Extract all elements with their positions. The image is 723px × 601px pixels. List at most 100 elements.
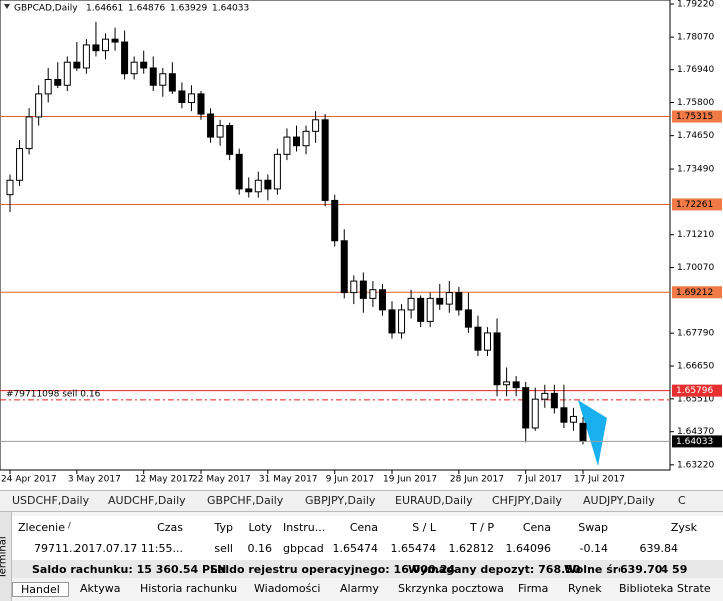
candle-body	[321, 119, 329, 201]
x-tick-label: 17 Jul 2017	[574, 475, 625, 485]
candle-body	[398, 309, 406, 334]
candle-body	[44, 78, 52, 95]
candle-body	[283, 136, 291, 155]
terminal-tab[interactable]: Strate	[677, 582, 711, 595]
terminal-tab[interactable]: Biblioteka	[619, 582, 674, 595]
candle-body	[522, 387, 530, 429]
cell: 1.65474	[390, 542, 437, 555]
cell: 639.84	[639, 542, 679, 555]
x-tick-label: 24 Apr 2017	[1, 475, 57, 485]
terminal-tab[interactable]: Alarmy	[340, 582, 379, 595]
candle-body	[350, 280, 358, 294]
terminal-tab[interactable]: Aktywa	[80, 582, 121, 595]
price-label-box	[672, 384, 722, 397]
candle-body	[560, 407, 568, 423]
candle-body	[226, 125, 234, 155]
y-tick-label: 1.64370	[677, 427, 714, 437]
candle-body	[254, 179, 262, 193]
x-tick-label: 12 May 2017	[135, 475, 194, 485]
y-tick-label: 1.70070	[677, 263, 714, 273]
candle-body	[82, 44, 90, 69]
terminal-tab[interactable]: Handel	[12, 582, 69, 597]
y-tick-label: 1.75800	[677, 98, 714, 108]
symbol-tab[interactable]: CHFJPY,Daily	[492, 494, 562, 507]
y-tick-label: 1.79220	[677, 0, 714, 10]
symbol-tab[interactable]: AUDCHF,Daily	[108, 494, 186, 507]
candle-body	[550, 392, 558, 409]
candle-body	[378, 289, 386, 311]
candle-body	[331, 199, 339, 242]
symbol-tab[interactable]: USDCHF,Daily	[12, 494, 90, 507]
arrow-object	[578, 400, 607, 466]
y-tick-label: 1.78070	[677, 33, 714, 43]
ohlc-value: 1.64876	[128, 4, 165, 14]
terminal-label: Terminal	[0, 536, 9, 579]
x-tick-label: 3 May 2017	[68, 475, 121, 485]
ohlc-value: 1.64033	[212, 4, 249, 14]
cell: 1.62812	[448, 542, 495, 555]
x-tick-label: 22 May 2017	[192, 475, 251, 485]
terminal-tab[interactable]: Rynek	[568, 582, 602, 595]
chart: GBPCAD,Daily 1.64661 1.64876 1.63929 1.6403…	[0, 0, 722, 485]
terminal-tab[interactable]: Historia rachunku	[140, 582, 238, 595]
y-tick-label: 1.66650	[677, 362, 714, 372]
candle-body	[293, 136, 300, 147]
candle-body	[436, 297, 444, 305]
candle-body	[388, 309, 396, 334]
column-header: Cena	[349, 521, 378, 534]
candle-body	[187, 93, 195, 104]
symbol-tab[interactable]: AUDJPY,Daily	[583, 494, 655, 507]
cell: 79711...	[34, 542, 80, 555]
cell: -0.14	[579, 542, 608, 555]
candle-body	[407, 297, 415, 311]
candle-body	[484, 332, 491, 351]
candle-body	[464, 309, 472, 328]
balance-item: Saldo rachunku: 15 360.54 PLN	[32, 563, 227, 576]
column-header: /	[68, 521, 71, 530]
candle-body	[207, 113, 215, 138]
candle-body	[140, 61, 148, 69]
terminal: Terminal	[0, 512, 723, 601]
ohlc-header: 1.64661 1.64876 1.63929 1.64033	[86, 4, 249, 14]
price-label-box	[672, 286, 722, 299]
terminal-strip	[0, 512, 12, 601]
cell: 0.16	[247, 542, 273, 555]
candle-body	[16, 148, 24, 181]
candle-body	[531, 398, 539, 429]
y-tick-label: 1.76940	[677, 65, 714, 75]
price-label-box	[672, 435, 722, 448]
candle-body	[111, 38, 119, 43]
candle-body	[197, 93, 205, 115]
x-tick-label: 9 Jun 2017	[326, 475, 374, 485]
terminal-tab[interactable]: Wiadomości	[254, 582, 321, 595]
terminal-tab[interactable]: Firma	[518, 582, 549, 595]
candle-body	[474, 326, 482, 351]
candle-body	[102, 38, 109, 52]
price-label: 1.69212	[676, 288, 713, 298]
symbol-tab[interactable]: GBPJPY,Daily	[305, 494, 376, 507]
balance-item: Wymagany depozyt: 768.50	[408, 563, 581, 576]
y-tick-label: 1.73490	[677, 165, 714, 175]
candle-body	[493, 332, 501, 386]
column-header: Czas	[157, 521, 183, 534]
candle-body	[264, 179, 272, 190]
candle-body	[149, 67, 157, 86]
price-label: 1.64033	[676, 437, 713, 447]
candle-body	[340, 240, 348, 294]
symbol-tab[interactable]: C	[678, 494, 686, 507]
column-header: Zysk	[670, 521, 697, 534]
order-line-label: #79711098 sell 0.16	[6, 389, 101, 399]
terminal-tab[interactable]: Skrzynka pocztowa	[398, 582, 504, 595]
candle-body	[445, 292, 453, 305]
candle-body	[35, 93, 43, 118]
column-header: Zlecenie	[18, 521, 65, 534]
symbol-tab[interactable]: EURAUD,Daily	[395, 494, 473, 507]
price-label: 1.75315	[676, 112, 713, 122]
column-header: T / P	[469, 521, 494, 534]
x-tick-label: 19 Jun 2017	[383, 475, 437, 485]
candle-body	[25, 116, 33, 150]
chart-title: GBPCAD,Daily	[14, 4, 78, 14]
price-label-box	[672, 198, 722, 211]
symbol-tab[interactable]: GBPCHF,Daily	[207, 494, 284, 507]
